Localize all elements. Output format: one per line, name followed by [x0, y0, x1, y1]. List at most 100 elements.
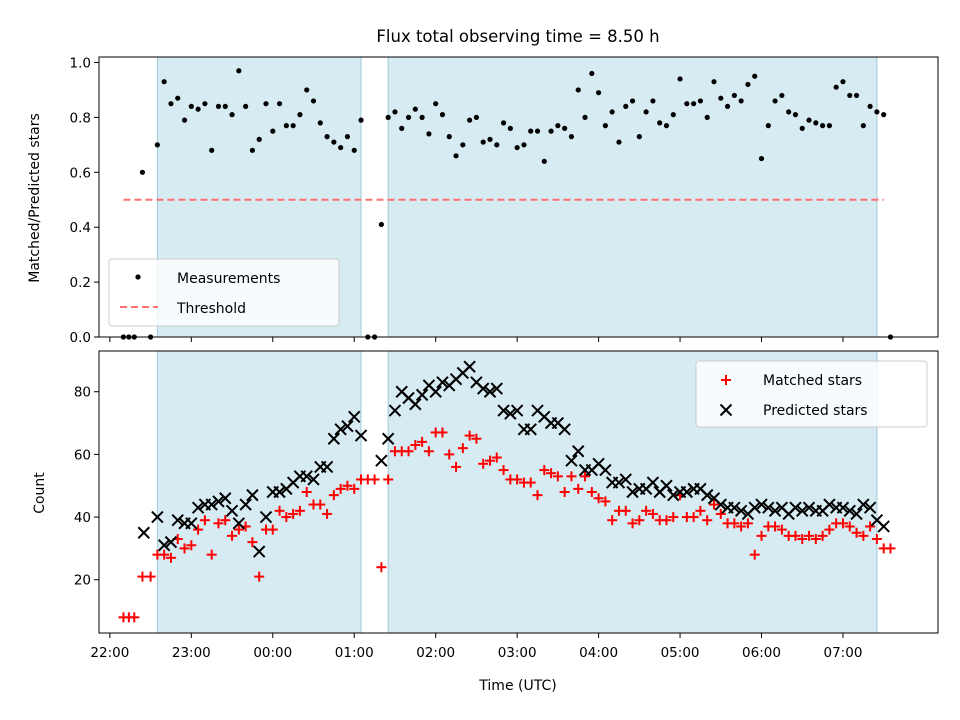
measurement-point [589, 70, 595, 77]
predicted-point [191, 501, 205, 514]
measurement-point [731, 92, 737, 99]
top-legend: Measurements Threshold [108, 258, 340, 327]
predicted-point [667, 488, 680, 502]
legend-label-measurements: Measurements [177, 271, 280, 287]
matched-point [484, 455, 495, 466]
predicted-point [762, 501, 775, 514]
measurement-point [304, 87, 310, 93]
matched-point [322, 508, 333, 519]
matched-point [885, 543, 896, 554]
legend-predicted-marker [719, 403, 733, 417]
measurement-point [385, 114, 391, 120]
measurement-point [419, 114, 425, 120]
predicted-point [476, 382, 490, 395]
matched-point [159, 549, 170, 560]
y-tick-label: 80 [74, 385, 91, 401]
measurement-point [724, 103, 731, 110]
predicted-point [463, 360, 476, 373]
matched-point [457, 443, 468, 454]
measurement-point [650, 98, 656, 104]
x-tick-label: 06:00 [742, 645, 781, 661]
matched-point [417, 436, 428, 447]
measurement-point [677, 76, 683, 82]
matched-point [451, 461, 462, 472]
measurement-point [758, 155, 765, 162]
predicted-point [796, 504, 809, 518]
predicted-point [348, 410, 361, 424]
measurement-point [229, 112, 235, 118]
measurement-point [521, 142, 527, 148]
matched-point [804, 530, 815, 541]
measurement-point [684, 101, 690, 107]
measurement-point [806, 117, 812, 123]
chart-title: Flux total observing time = 8.50 h [376, 27, 659, 46]
measurement-point [338, 144, 344, 151]
matched-point [464, 430, 475, 441]
matched-point [770, 521, 781, 532]
y-tick-label: 0.8 [70, 110, 91, 126]
matched-point [294, 505, 305, 516]
predicted-point [219, 492, 232, 505]
predicted-point [252, 545, 266, 558]
predicted-point [415, 388, 429, 402]
predicted-point [409, 398, 422, 411]
predicted-point [327, 432, 341, 445]
predicted-point [171, 513, 184, 527]
measurement-point [820, 123, 826, 129]
predicted-point [497, 404, 510, 417]
shaded-interval [156, 350, 362, 634]
matched-point [641, 505, 652, 516]
measurement-point [772, 98, 778, 104]
matched-point [199, 515, 210, 526]
measurement-point [840, 79, 846, 85]
measurement-point [188, 103, 194, 110]
measurement-point [467, 117, 473, 123]
predicted-point [850, 507, 863, 521]
matched-point [586, 487, 597, 497]
measurement-point [453, 153, 459, 159]
legend-label-matched: Matched stars [763, 373, 862, 389]
matched-point [315, 499, 326, 510]
measurement-point [548, 128, 554, 134]
measurement-point [344, 134, 351, 140]
matched-point [206, 549, 217, 560]
predicted-point [436, 376, 449, 389]
matched-point [444, 449, 455, 460]
measurement-point [663, 123, 670, 129]
matched-point [810, 534, 821, 544]
predicted-point [388, 404, 402, 417]
matched-point [410, 440, 421, 450]
predicted-stars-series [137, 360, 890, 558]
measurement-point [222, 103, 228, 110]
measurement-point [500, 120, 507, 126]
measurement-point [704, 114, 710, 120]
measurement-point [609, 109, 615, 115]
measurement-point [426, 131, 432, 137]
measurement-point [636, 134, 642, 140]
predicted-point [789, 501, 802, 514]
measurement-point [378, 221, 384, 228]
measurement-point [779, 92, 785, 99]
matched-point [688, 512, 699, 523]
bottom-legend: Matched stars Predicted stars [695, 360, 928, 428]
measurement-point [175, 95, 181, 101]
bottom-y-axis-label: Count [32, 472, 48, 514]
legend-label-predicted: Predicted stars [763, 403, 868, 419]
measurement-point [270, 128, 276, 134]
predicted-point [626, 485, 639, 499]
predicted-point [728, 501, 741, 514]
predicted-point [490, 382, 503, 395]
predicted-point [354, 429, 368, 442]
measurement-point [507, 125, 513, 131]
predicted-point [157, 539, 171, 552]
matched-point [668, 512, 679, 523]
predicted-point [802, 501, 816, 514]
predicted-point [646, 476, 660, 489]
matched-point [525, 477, 536, 488]
y-tick-label: 0.2 [70, 275, 91, 291]
x-tick-label: 05:00 [661, 645, 700, 661]
matched-point [532, 490, 543, 501]
predicted-point [205, 498, 218, 511]
measurement-point [310, 98, 317, 104]
measurement-point [867, 103, 873, 110]
